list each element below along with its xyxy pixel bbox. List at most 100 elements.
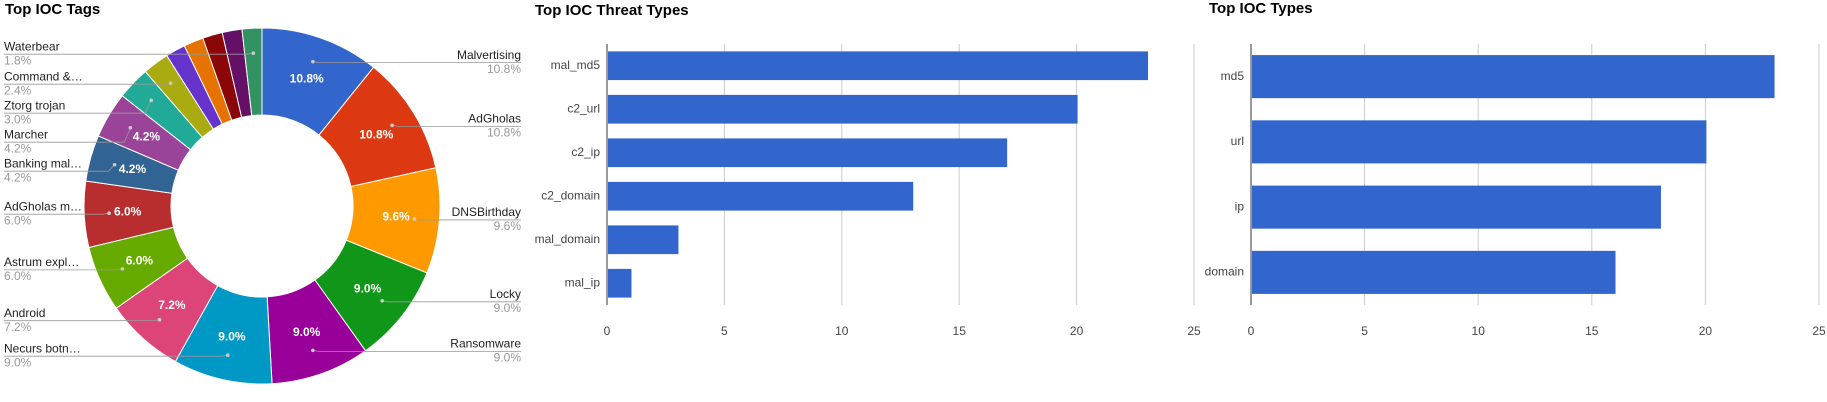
leader-dot bbox=[380, 298, 384, 303]
legend-label: Locky bbox=[490, 287, 521, 301]
legend-value: 2.4% bbox=[4, 83, 32, 97]
slice-label: 9.0% bbox=[354, 281, 382, 295]
leader-line bbox=[4, 354, 228, 357]
y-tick-label: c2_ip bbox=[571, 145, 600, 159]
leader-line bbox=[4, 319, 160, 322]
leader-line bbox=[4, 268, 123, 271]
leader-line bbox=[4, 52, 254, 55]
legend-label: Command &… bbox=[4, 69, 83, 83]
legend-label: Ransomware bbox=[450, 337, 521, 351]
legend-value: 10.8% bbox=[487, 126, 521, 140]
slice-label: 9.6% bbox=[382, 210, 410, 224]
legend-value: 4.2% bbox=[4, 170, 32, 184]
leader-line bbox=[4, 82, 171, 85]
y-tick-label: mal_md5 bbox=[551, 58, 601, 72]
x-tick-label: 20 bbox=[1070, 324, 1084, 338]
bar bbox=[1252, 250, 1616, 294]
y-tick-label: c2_domain bbox=[541, 188, 600, 202]
legend-label: AdGholas m… bbox=[4, 199, 82, 213]
x-tick-label: 25 bbox=[1812, 324, 1826, 338]
legend-label: Astrum expl… bbox=[4, 255, 79, 269]
leader-line bbox=[4, 212, 110, 215]
leader-line bbox=[392, 124, 521, 127]
y-tick-label: md5 bbox=[1221, 69, 1245, 83]
slice-label: 10.8% bbox=[290, 71, 324, 85]
y-tick-label: ip bbox=[1235, 199, 1245, 213]
leader-dot bbox=[112, 162, 117, 167]
leader-dot bbox=[225, 353, 230, 357]
leader-dot bbox=[149, 98, 154, 103]
y-tick-label: url bbox=[1231, 134, 1244, 148]
slice-label: 6.0% bbox=[126, 253, 154, 267]
leader-line bbox=[4, 100, 152, 114]
legend-value: 3.0% bbox=[4, 112, 32, 126]
leader-dot bbox=[157, 317, 162, 322]
slice-label: 7.2% bbox=[158, 298, 186, 312]
leader-line bbox=[312, 349, 521, 352]
x-tick-label: 25 bbox=[1187, 324, 1201, 338]
leader-dot bbox=[311, 59, 315, 64]
leader-dot bbox=[168, 81, 173, 85]
slice-label: 4.2% bbox=[133, 129, 161, 143]
bar bbox=[1252, 55, 1775, 99]
legend-value: 4.2% bbox=[4, 141, 32, 155]
slice-label: 9.0% bbox=[293, 325, 321, 339]
leader-line bbox=[414, 218, 521, 221]
y-tick-label: c2_url bbox=[567, 101, 600, 115]
x-tick-label: 5 bbox=[1361, 324, 1368, 338]
legend-value: 9.0% bbox=[4, 355, 32, 369]
leader-line bbox=[382, 300, 521, 303]
leader-dot bbox=[412, 217, 417, 221]
leader-dot bbox=[311, 348, 315, 353]
bar bbox=[1252, 185, 1661, 229]
leader-dot bbox=[390, 123, 394, 128]
bar bbox=[608, 225, 679, 255]
leader-line bbox=[4, 127, 131, 143]
legend-value: 6.0% bbox=[4, 269, 32, 283]
x-tick-label: 20 bbox=[1699, 324, 1713, 338]
leader-dot bbox=[107, 211, 111, 215]
slice-label: 6.0% bbox=[114, 204, 142, 218]
y-tick-label: domain bbox=[1205, 265, 1244, 279]
slice-label: 9.0% bbox=[218, 329, 246, 343]
legend-label: Waterbear bbox=[4, 39, 60, 53]
legend-label: Necurs botn… bbox=[4, 341, 81, 355]
legend-label: Malvertising bbox=[457, 48, 521, 62]
leader-dot bbox=[128, 126, 133, 130]
x-tick-label: 0 bbox=[604, 324, 611, 338]
legend-value: 9.0% bbox=[494, 351, 522, 365]
bar bbox=[608, 94, 1078, 124]
legend-value: 10.8% bbox=[487, 62, 521, 76]
x-tick-label: 5 bbox=[721, 324, 728, 338]
bar bbox=[608, 181, 914, 211]
chart-title: Top IOC Types bbox=[1209, 0, 1313, 17]
legend-value: 6.0% bbox=[4, 213, 32, 227]
legend-label: Marcher bbox=[4, 127, 48, 141]
leader-dot bbox=[251, 51, 256, 55]
x-tick-label: 10 bbox=[835, 324, 849, 338]
legend-value: 1.8% bbox=[4, 53, 32, 67]
legend-value: 9.0% bbox=[494, 301, 522, 315]
x-tick-label: 0 bbox=[1248, 324, 1255, 338]
chart-title: Top IOC Threat Types bbox=[535, 2, 689, 19]
leader-dot bbox=[120, 267, 125, 271]
slice-label: 10.8% bbox=[359, 127, 393, 141]
legend-value: 9.6% bbox=[494, 219, 522, 233]
x-tick-label: 10 bbox=[1472, 324, 1486, 338]
legend-label: Android bbox=[4, 306, 45, 320]
legend-label: Ztorg trojan bbox=[4, 98, 65, 112]
slice-label: 4.2% bbox=[119, 162, 147, 176]
y-tick-label: mal_domain bbox=[535, 232, 600, 246]
pie-slice bbox=[241, 27, 263, 117]
x-tick-label: 15 bbox=[1585, 324, 1599, 338]
legend-value: 7.2% bbox=[4, 320, 32, 334]
leader-line bbox=[4, 164, 115, 172]
legend-label: Banking mal… bbox=[4, 156, 82, 170]
x-tick-label: 15 bbox=[953, 324, 967, 338]
legend-label: DNSBirthday bbox=[452, 205, 521, 219]
bar bbox=[608, 268, 632, 298]
leader-line bbox=[312, 61, 521, 64]
chart-title: Top IOC Tags bbox=[5, 1, 100, 18]
bar bbox=[608, 138, 1008, 168]
